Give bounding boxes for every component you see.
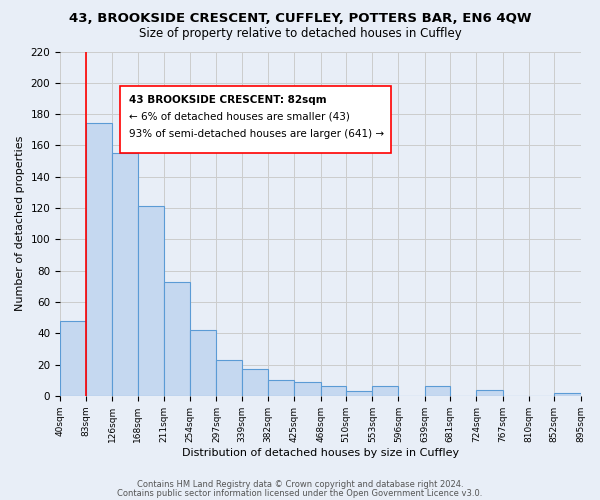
Bar [295, 382, 320, 396]
Bar [320, 386, 346, 396]
Text: Contains public sector information licensed under the Open Government Licence v3: Contains public sector information licen… [118, 489, 482, 498]
FancyBboxPatch shape [120, 86, 391, 153]
Text: 93% of semi-detached houses are larger (641) →: 93% of semi-detached houses are larger (… [129, 129, 385, 139]
Bar [373, 386, 398, 396]
X-axis label: Distribution of detached houses by size in Cuffley: Distribution of detached houses by size … [182, 448, 459, 458]
Text: Contains HM Land Registry data © Crown copyright and database right 2024.: Contains HM Land Registry data © Crown c… [137, 480, 463, 489]
Text: 43, BROOKSIDE CRESCENT, CUFFLEY, POTTERS BAR, EN6 4QW: 43, BROOKSIDE CRESCENT, CUFFLEY, POTTERS… [69, 12, 531, 26]
Bar [60, 320, 86, 396]
Y-axis label: Number of detached properties: Number of detached properties [15, 136, 25, 312]
Bar [164, 282, 190, 396]
Bar [112, 153, 138, 396]
Text: Size of property relative to detached houses in Cuffley: Size of property relative to detached ho… [139, 28, 461, 40]
Bar [217, 360, 242, 396]
Bar [476, 390, 503, 396]
Bar [346, 391, 373, 396]
Text: ← 6% of detached houses are smaller (43): ← 6% of detached houses are smaller (43) [129, 112, 350, 122]
Bar [268, 380, 295, 396]
Bar [242, 369, 268, 396]
Bar [138, 206, 164, 396]
Bar [425, 386, 450, 396]
Text: 43 BROOKSIDE CRESCENT: 82sqm: 43 BROOKSIDE CRESCENT: 82sqm [129, 94, 327, 104]
Bar [86, 124, 112, 396]
Bar [190, 330, 217, 396]
Bar [554, 392, 581, 396]
